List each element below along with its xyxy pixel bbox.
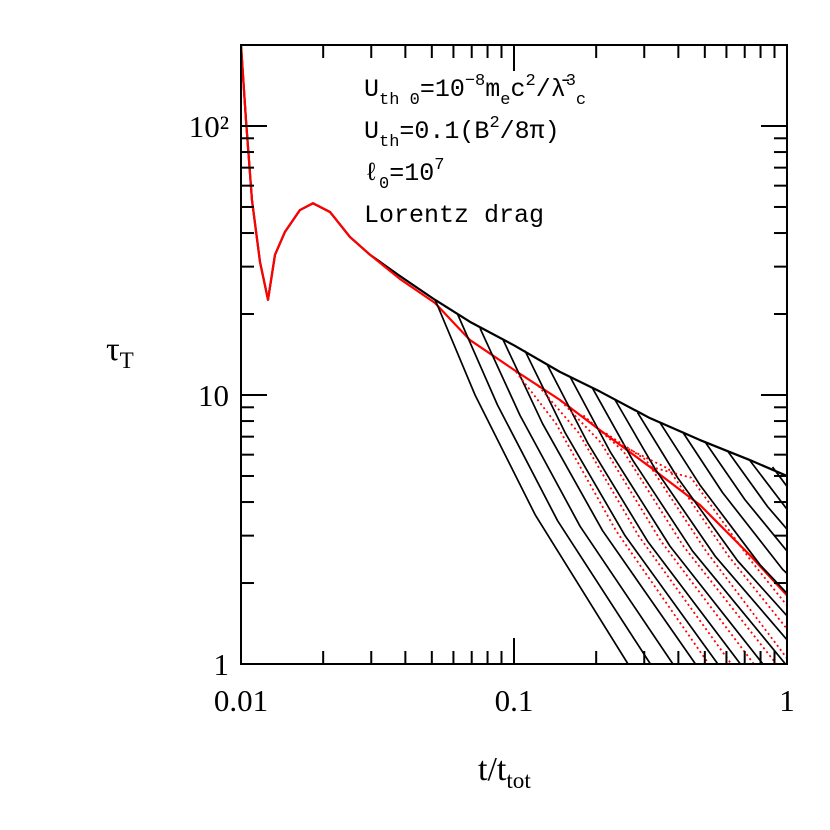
annotation-part: ℓ [364, 159, 379, 188]
series-line [434, 299, 629, 664]
series-line [456, 313, 652, 664]
x-axis-label-part: t/t [478, 751, 507, 788]
annotation-part: 7 [434, 156, 444, 175]
series-line [659, 422, 787, 594]
series-line [479, 327, 674, 664]
annotation-part: e [500, 91, 510, 110]
series-line [515, 371, 710, 664]
annotation-part: c [576, 91, 586, 110]
y-axis-label-part: T [120, 348, 134, 374]
legend-entry: Lorentz drag [364, 201, 544, 230]
y-tick-label: 1 [214, 647, 230, 682]
annotation-part: U [364, 117, 379, 146]
series-line [591, 387, 787, 664]
annotation-part: /λ̄ [536, 75, 570, 104]
annotation: ℓ0=107 [364, 156, 444, 194]
series-line [650, 466, 787, 607]
y-axis-label: τT [106, 331, 134, 374]
x-tick-label: 0.01 [214, 683, 268, 718]
y-axis-label-part: τ [106, 331, 120, 368]
x-tick-label: 0.1 [495, 683, 534, 718]
plot-area [241, 45, 787, 664]
annotation: Uth=0.1(B2/8π) [364, 114, 560, 152]
annotation-part: 3 [566, 72, 576, 91]
series-line [726, 450, 787, 530]
x-tick-label: 1 [779, 683, 795, 718]
y-tick-label: 10² [189, 109, 229, 144]
annotation-part: th 0 [379, 91, 420, 110]
annotation-part: =0.1(B [399, 117, 489, 146]
series-line [569, 376, 764, 664]
series-line [241, 45, 787, 597]
annotation-part: =10 [420, 75, 465, 104]
series-line [524, 350, 719, 664]
annotation-part: th [379, 133, 399, 152]
series-line [537, 385, 733, 664]
x-axis-label: t/ttot [478, 751, 531, 794]
annotation-part: 0 [379, 175, 389, 194]
annotation-part: /8π) [500, 117, 560, 146]
annotation-part: =10 [389, 159, 434, 188]
series-line [681, 431, 787, 575]
y-tick-label: 10 [198, 378, 229, 413]
annotation-part: U [364, 75, 379, 104]
series-line [704, 441, 787, 552]
annotation-part: c [510, 75, 525, 104]
annotation-part: 2 [489, 114, 499, 133]
annotation-part: 2 [525, 72, 535, 91]
series-line [614, 399, 787, 641]
annotation: Uth 0=10−8mec2/λ̄3c [364, 72, 586, 110]
annotation-part: m [485, 75, 500, 104]
series-line [560, 400, 755, 664]
series-line [582, 414, 778, 664]
annotation-part: −8 [465, 72, 485, 91]
series-line [546, 364, 742, 664]
series-line [501, 338, 697, 664]
x-axis-label-part: tot [506, 768, 531, 794]
series-line [636, 412, 787, 617]
series-line [241, 45, 787, 477]
